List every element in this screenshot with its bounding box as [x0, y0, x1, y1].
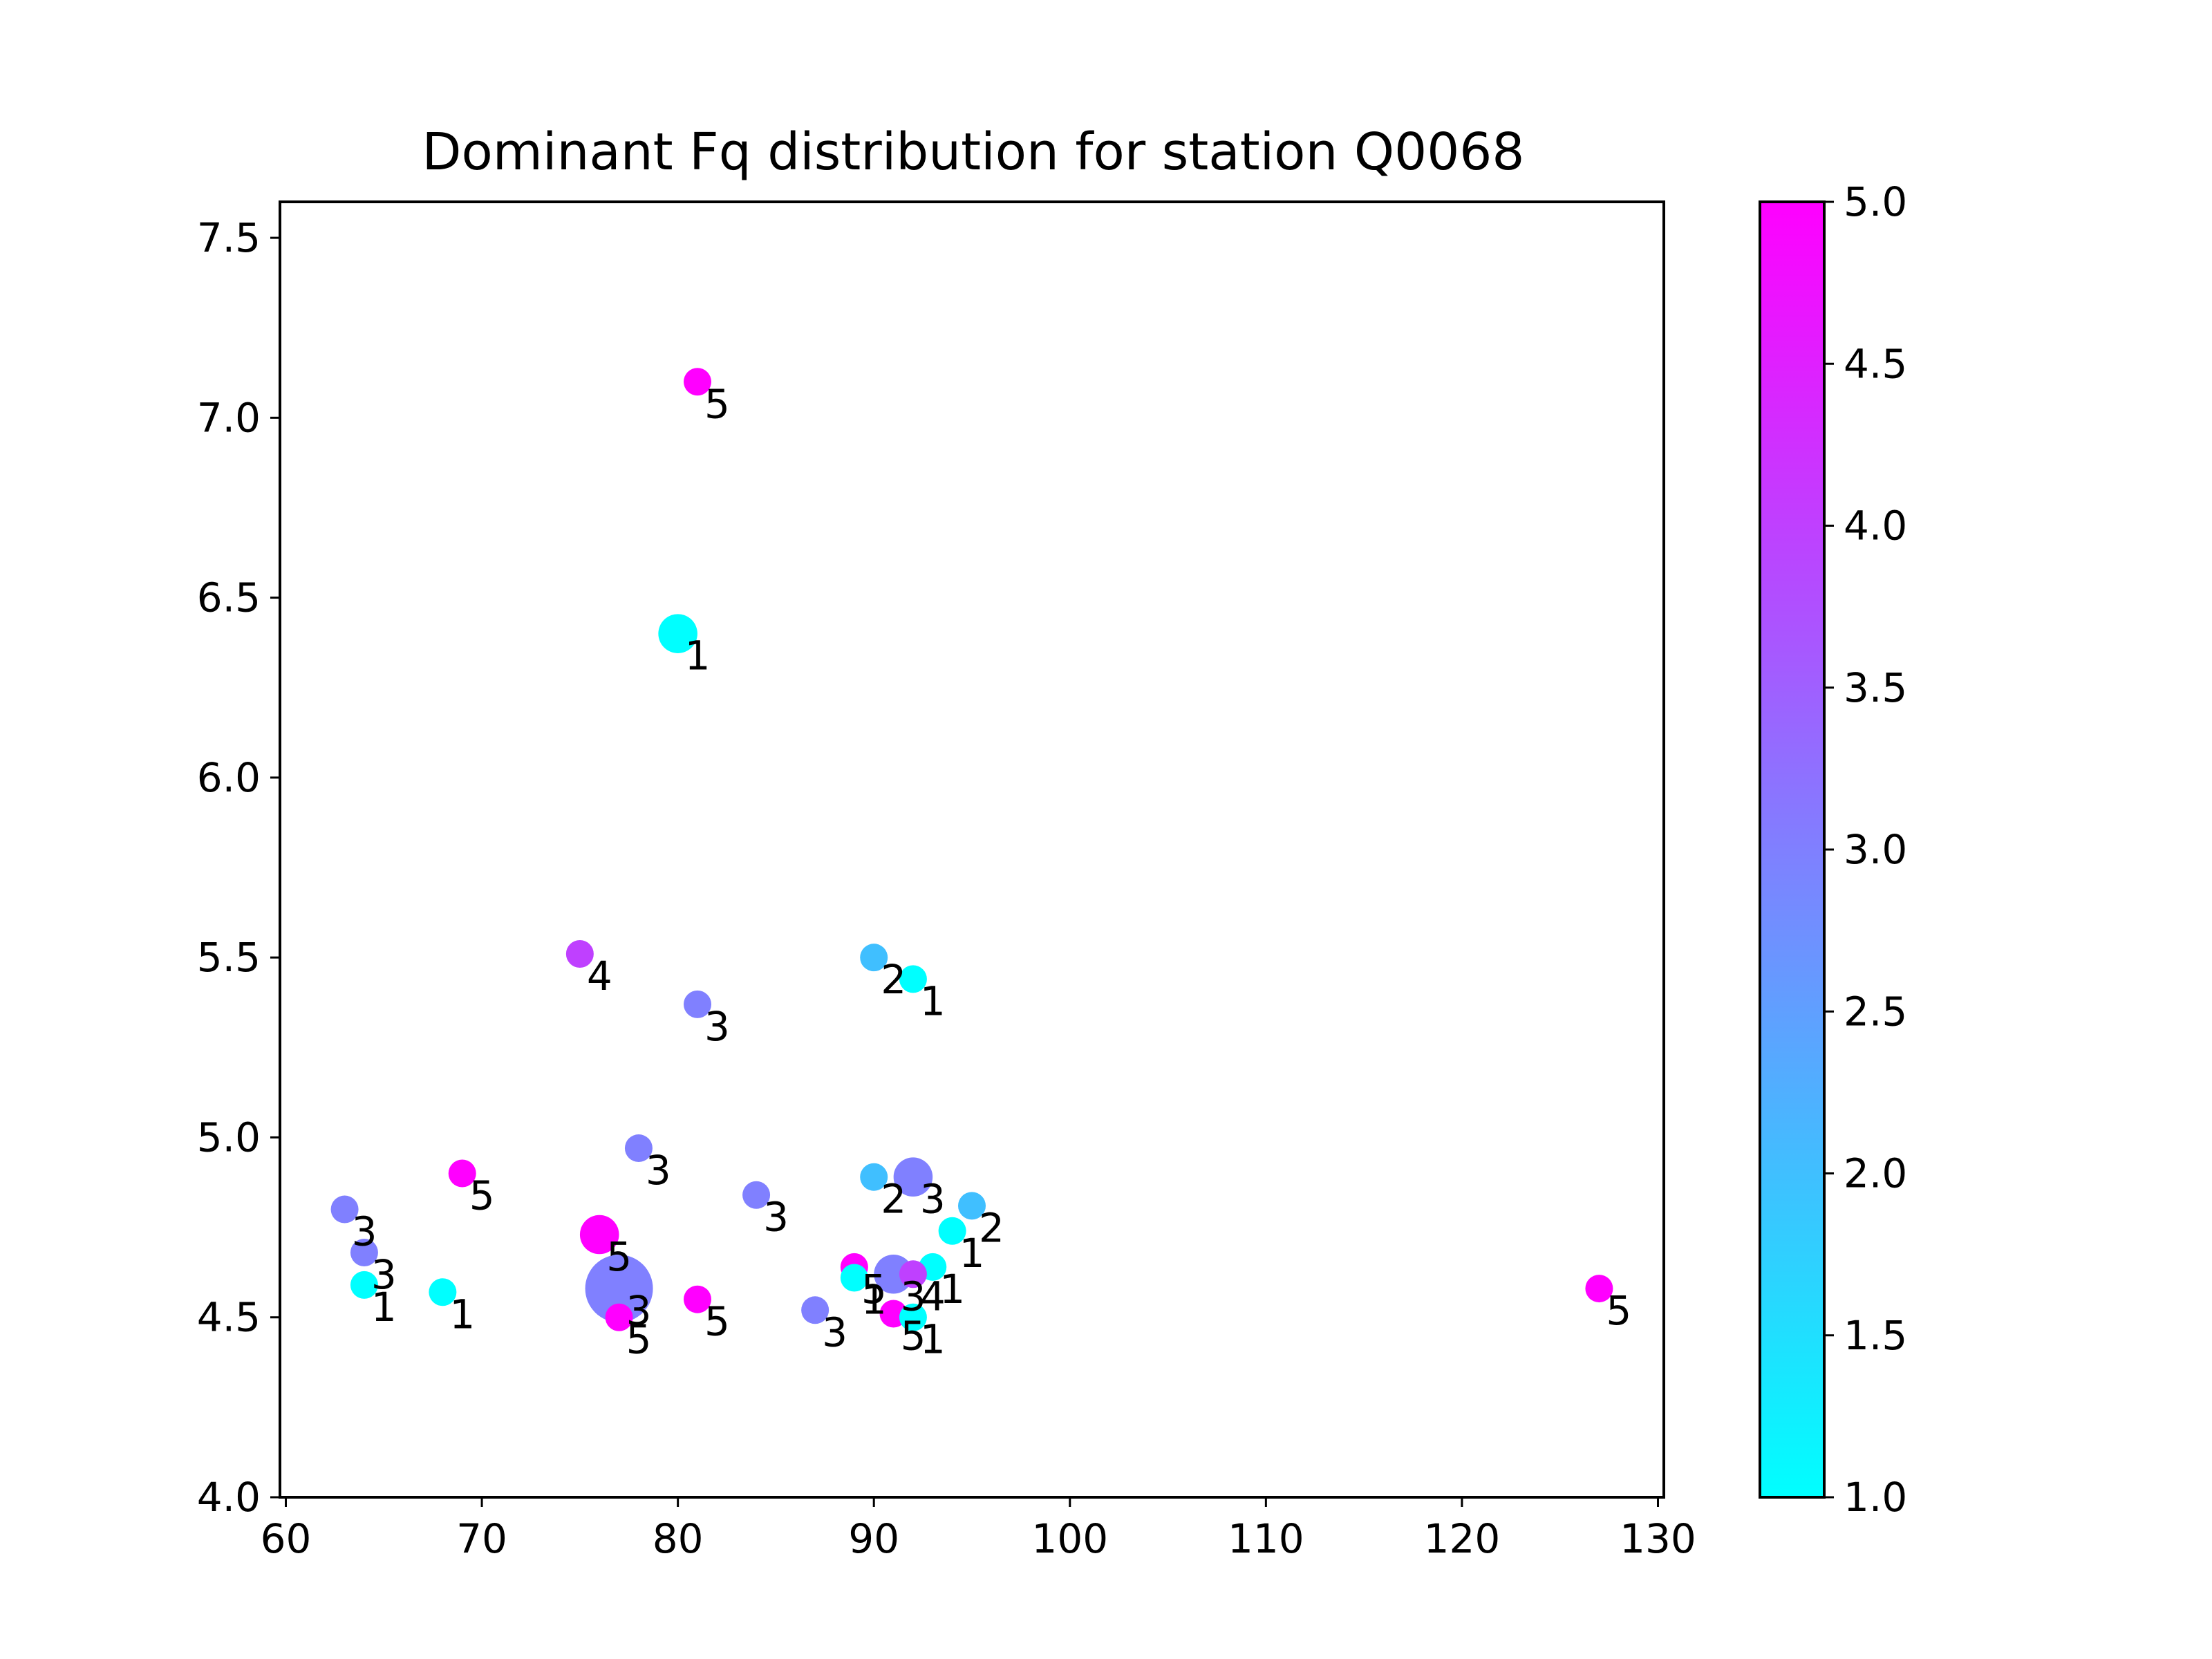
data-point-label: 5: [704, 380, 730, 427]
data-point-label: 5: [469, 1172, 495, 1219]
data-point-label: 3: [901, 1273, 926, 1320]
colorbar-tick-label: 2.0: [1844, 1150, 1907, 1197]
data-point: [840, 1264, 868, 1292]
data-point: [860, 944, 888, 972]
y-tick-label: 7.5: [197, 214, 261, 261]
data-point: [429, 1278, 457, 1306]
data-point-label: 5: [704, 1298, 730, 1345]
data-point-label: 3: [371, 1251, 397, 1298]
data-point: [624, 1134, 653, 1163]
data-point: [958, 1192, 986, 1220]
x-tick-label: 100: [1031, 1515, 1108, 1562]
data-point-label: 1: [861, 1276, 887, 1323]
data-point: [874, 1254, 913, 1294]
y-tick-label: 5.0: [197, 1114, 261, 1161]
data-point: [893, 1157, 933, 1197]
y-tick-label: 5.5: [197, 934, 261, 981]
x-tick-label: 90: [848, 1515, 899, 1562]
data-point-label: 3: [646, 1147, 671, 1194]
data-point-label: 2: [881, 956, 906, 1003]
data-point-label: 3: [626, 1287, 652, 1334]
colorbar-tick-label: 2.5: [1844, 988, 1907, 1035]
colorbar-tick-label: 5.0: [1844, 178, 1907, 225]
data-point-label: 3: [352, 1208, 377, 1255]
x-tick-label: 130: [1620, 1515, 1696, 1562]
data-point-label: 1: [959, 1230, 985, 1277]
y-tick-label: 6.5: [197, 574, 261, 621]
data-point-label: 3: [763, 1194, 789, 1241]
chart-title: Dominant Fq distribution for station Q00…: [422, 122, 1525, 182]
y-tick-label: 4.0: [197, 1474, 261, 1521]
data-point-label: 1: [371, 1284, 397, 1331]
data-point-label: 5: [626, 1316, 652, 1363]
data-point-label: 4: [587, 953, 612, 1000]
data-point-label: 5: [901, 1313, 926, 1360]
colorbar-tick-label: 3.5: [1844, 664, 1907, 711]
data-point: [579, 1215, 619, 1255]
y-tick-label: 7.0: [197, 394, 261, 441]
data-point: [684, 990, 712, 1018]
colorbar: 1.0 1.5 2.0 2.5 3.0 3.5 4.0 4.5 5.0: [1759, 178, 1907, 1521]
data-point-label: 3: [920, 1176, 946, 1223]
data-point: [1585, 1275, 1613, 1303]
colorbar-tick-label: 1.0: [1844, 1474, 1907, 1521]
data-point: [938, 1217, 966, 1245]
plot-frame: [279, 200, 1665, 1499]
data-point-label: 5: [606, 1233, 632, 1280]
data-point-label: 1: [920, 977, 946, 1024]
points-layer: [330, 368, 1613, 1331]
data-point: [658, 614, 697, 653]
x-tick-label: 110: [1228, 1515, 1304, 1562]
data-point: [742, 1181, 771, 1209]
data-point-label: 1: [449, 1291, 475, 1338]
data-point: [684, 1285, 712, 1313]
data-point: [899, 965, 927, 993]
colorbar-tick-label: 4.5: [1844, 340, 1907, 387]
colorbar-gradient: [1760, 202, 1824, 1497]
y-axis: 4.0 4.5 5.0 5.5 6.0 6.5 7.0 7.5: [197, 214, 280, 1521]
data-point: [801, 1296, 830, 1324]
y-tick-label: 6.0: [197, 754, 261, 801]
data-point: [350, 1239, 378, 1267]
data-point: [899, 1260, 927, 1288]
x-tick-label: 120: [1424, 1515, 1501, 1562]
x-tick-label: 60: [261, 1515, 312, 1562]
data-point: [605, 1303, 633, 1331]
data-point-label: 1: [685, 632, 711, 679]
colorbar-tick-label: 1.5: [1844, 1312, 1907, 1359]
data-point-label: 2: [979, 1204, 1004, 1251]
data-point: [860, 1163, 888, 1191]
data-point-label: 4: [920, 1273, 946, 1320]
data-point: [350, 1271, 378, 1299]
colorbar-tick-label: 4.0: [1844, 503, 1907, 550]
data-point-label: 1: [920, 1316, 946, 1363]
data-point: [585, 1255, 653, 1323]
data-point-label: 5: [861, 1266, 887, 1313]
data-point: [330, 1195, 359, 1224]
data-point: [899, 1303, 927, 1331]
colorbar-ticks: 1.0 1.5 2.0 2.5 3.0 3.5 4.0 4.5 5.0: [1824, 178, 1907, 1521]
data-point-label: 1: [939, 1266, 965, 1313]
colorbar-tick-label: 3.0: [1844, 826, 1907, 873]
data-point-label: 2: [881, 1176, 906, 1223]
y-tick-label: 4.5: [197, 1294, 261, 1341]
data-point-label: 5: [1606, 1287, 1631, 1334]
data-point: [448, 1159, 476, 1188]
x-tick-label: 70: [456, 1515, 507, 1562]
data-point: [565, 939, 594, 968]
data-point: [684, 368, 712, 396]
data-point-label: 3: [704, 1003, 730, 1050]
x-tick-label: 80: [653, 1515, 704, 1562]
x-axis: 60 70 80 90 100 110 120 130: [261, 1497, 1696, 1562]
data-point-label: 3: [822, 1309, 847, 1356]
